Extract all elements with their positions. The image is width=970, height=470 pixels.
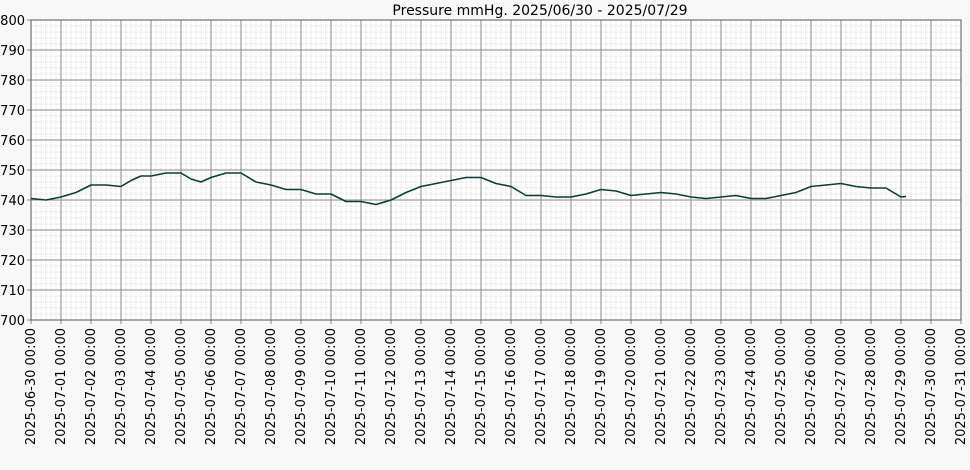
y-tick-label: 800 [0,14,25,29]
x-tick-label: 2025-07-14 00:00 [444,328,459,445]
y-tick-label: 720 [0,254,25,269]
x-tick-label: 2025-07-12 00:00 [384,328,399,445]
x-tick-label: 2025-07-26 00:00 [804,328,819,445]
x-tick-label: 2025-07-15 00:00 [474,328,489,445]
x-tick-label: 2025-07-30 00:00 [924,328,939,445]
x-tick-label: 2025-07-18 00:00 [564,328,579,445]
y-axis-ticks: 700 710 720 730 740 750 760 770 780 790 800 [0,14,25,329]
x-tick-label: 2025-06-30 00:00 [24,328,39,445]
y-tick-label: 730 [0,224,25,239]
series-layer [30,172,907,206]
x-tick-label: 2025-07-02 00:00 [84,328,99,445]
x-tick-label: 2025-07-10 00:00 [324,328,339,445]
x-tick-label: 2025-07-07 00:00 [234,328,249,445]
x-axis-ticks: 2025-06-30 00:00 2025-07-01 00:00 2025-07-… [24,328,969,445]
x-tick-label: 2025-07-13 00:00 [414,328,429,445]
x-tick-label: 2025-07-23 00:00 [714,328,729,445]
x-tick-label: 2025-07-24 00:00 [744,328,759,445]
y-tick-label: 780 [0,74,25,89]
major-grid [27,19,962,324]
x-tick-label: 2025-07-21 00:00 [654,328,669,445]
x-tick-label: 2025-07-25 00:00 [774,328,789,445]
x-tick-label: 2025-07-01 00:00 [54,328,69,445]
x-tick-label: 2025-07-19 00:00 [594,328,609,445]
y-tick-label: 710 [0,284,25,299]
x-tick-label: 2025-07-28 00:00 [864,328,879,445]
x-tick-label: 2025-07-22 00:00 [684,328,699,445]
y-tick-label: 790 [0,44,25,59]
x-tick-label: 2025-07-06 00:00 [204,328,219,445]
x-tick-label: 2025-07-16 00:00 [504,328,519,445]
x-tick-label: 2025-07-29 00:00 [894,328,909,445]
chart-title: Pressure mmHg. 2025/06/30 - 2025/07/29 [392,3,687,19]
y-tick-label: 760 [0,134,25,149]
x-tick-label: 2025-07-03 00:00 [114,328,129,445]
y-tick-label: 750 [0,164,25,179]
x-tick-label: 2025-07-11 00:00 [354,328,369,445]
x-tick-label: 2025-07-04 00:00 [144,328,159,445]
y-tick-label: 740 [0,194,25,209]
x-tick-label: 2025-07-08 00:00 [264,328,279,445]
x-tick-label: 2025-07-31 00:00 [954,328,969,445]
x-tick-label: 2025-07-17 00:00 [534,328,549,445]
plot-frame [30,19,962,321]
pressure-line [30,172,907,206]
x-tick-label: 2025-07-05 00:00 [174,328,189,445]
x-tick-label: 2025-07-09 00:00 [294,328,309,445]
x-tick-label: 2025-07-20 00:00 [624,328,639,445]
y-tick-label: 700 [0,314,25,329]
y-tick-label: 770 [0,104,25,119]
x-tick-label: 2025-07-27 00:00 [834,328,849,445]
